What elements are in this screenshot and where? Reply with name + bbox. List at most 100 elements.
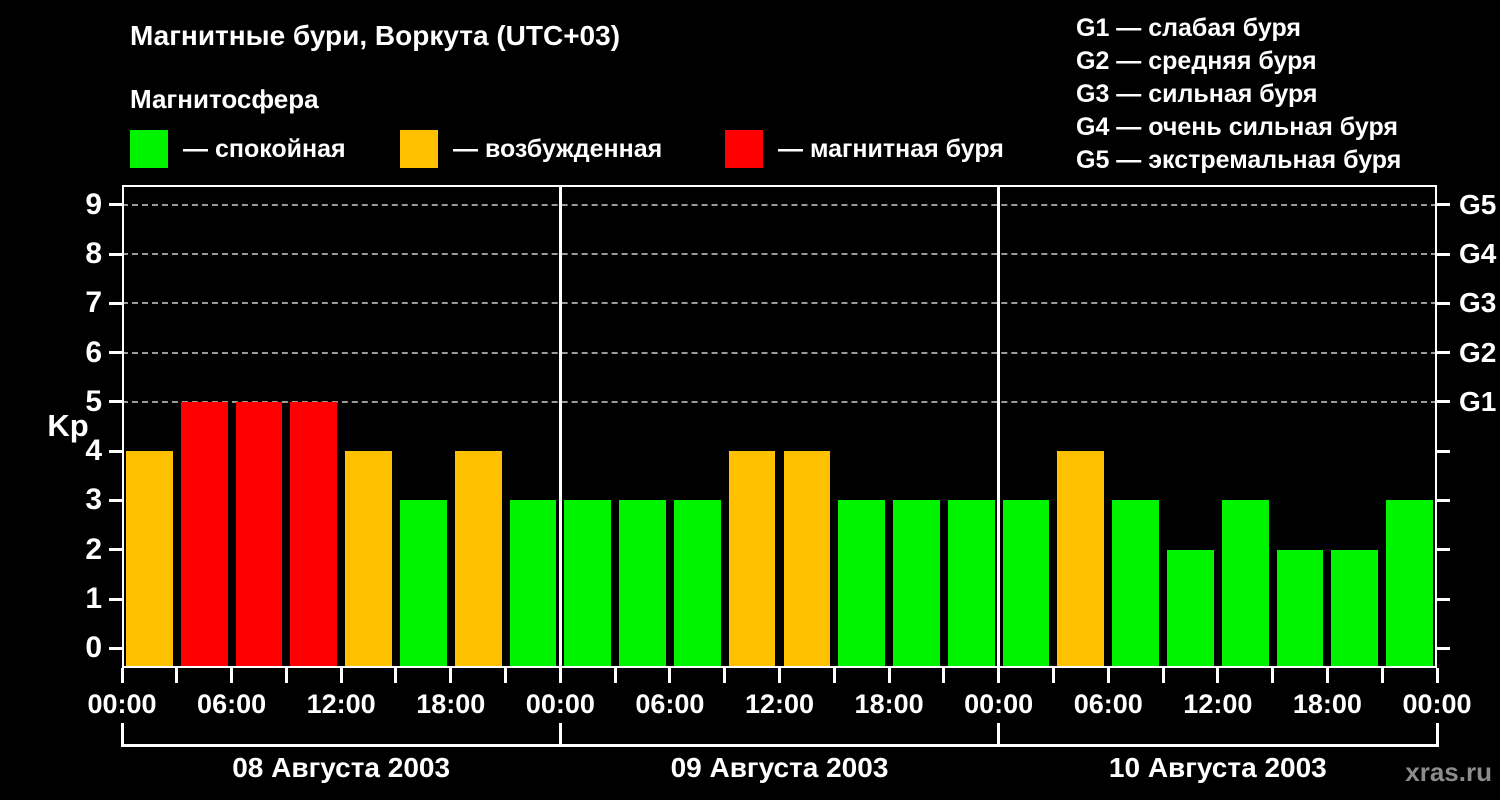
y-tick [109,301,122,305]
right-tick [1437,646,1450,650]
date-label: 09 Августа 2003 [670,752,889,783]
x-tick [394,668,398,683]
x-time-label: 12:00 [1183,689,1253,719]
y-tick-label: 2 [85,532,102,566]
legend-label-quiet: — спокойная [183,134,346,163]
right-tick [1437,252,1450,256]
right-tick [1437,548,1450,552]
day-separator [558,185,562,668]
kp-bar [1057,451,1105,668]
x-tick [230,668,234,683]
gridline-kp-8 [122,253,1437,255]
g-scale-legend-line: G1 — слабая буря [1076,14,1302,42]
kp-bar [345,451,392,668]
y-tick-label: 9 [85,187,102,221]
x-time-label: 00:00 [1402,689,1472,719]
quiet-color-swatch [130,130,168,168]
legend-label-storm: — магнитная буря [778,134,1004,163]
x-tick [723,668,727,683]
kp-bar [290,401,338,668]
x-tick [504,668,508,683]
g-level-label: G1 [1459,385,1497,417]
x-tick [887,668,891,683]
x-tick [613,668,617,683]
y-axis-title: Kp [47,408,89,443]
kp-bar [235,401,283,668]
right-tick [1437,301,1450,305]
y-tick-label: 5 [85,384,102,418]
y-tick [109,252,122,256]
x-tick [942,668,946,683]
x-tick [832,668,836,683]
x-time-label: 18:00 [854,689,924,719]
x-tick [175,668,179,683]
x-tick [1216,668,1220,683]
g-scale-legend-line: G2 — средняя буря [1076,47,1317,75]
kp-bar [947,500,995,668]
kp-bar [1276,549,1324,668]
kp-bar [1167,549,1214,668]
g-scale-legend: G1 — слабая буря G2 — средняя буря G3 — … [1076,12,1401,177]
g-level-label: G5 [1459,188,1497,220]
x-tick [284,668,288,683]
x-tick [120,668,124,683]
gridline-kp-7 [122,302,1437,305]
x-tick [1106,668,1110,683]
disturbed-color-swatch [400,130,438,168]
x-tick [1435,668,1439,683]
right-tick [1437,498,1450,502]
day-separator-layer [122,185,1437,668]
y-tick-label: 6 [85,335,102,369]
kp-bar [1112,500,1160,668]
magnetosphere-subtitle: Магнитосфера [130,84,319,114]
right-tick [1437,351,1450,355]
page-title: Магнитные бури, Воркута (UTC+03) [130,20,621,51]
date-label: 10 Августа 2003 [1108,752,1327,783]
y-tick [109,203,122,207]
y-tick-label: 0 [85,631,102,665]
date-bracket-tick [1435,723,1439,747]
y-tick-label: 1 [85,582,102,615]
g-scale-legend-line: G3 — сильная буря [1076,80,1318,108]
y-tick [109,548,122,552]
y-tick-label: 4 [85,434,102,468]
kp-bar [1002,500,1050,668]
x-tick [997,668,1001,683]
kp-bar [1331,549,1379,668]
y-tick [109,351,122,355]
x-tick [1271,668,1275,683]
y-tick [109,597,122,601]
x-time-label: 18:00 [416,689,486,719]
bar-layer [122,185,1437,668]
x-time-label: 12:00 [306,689,376,719]
watermark: xras.ru [1405,757,1492,787]
x-time-label: 12:00 [744,689,815,719]
legend-item-quiet: — спокойная [130,130,346,168]
g-level-label: G4 [1459,238,1497,269]
g-scale-legend-line: G5 — экстремальная буря [1076,146,1402,174]
x-tick [1051,668,1055,683]
x-time-label: 18:00 [1292,689,1362,719]
kp-bar [564,500,612,668]
kp-bar [126,451,173,668]
y-tick [109,498,122,502]
kp-bar [783,451,831,668]
legend-item-disturbed: — возбужденная [400,130,662,168]
gridline-kp-5 [122,400,1437,403]
x-tick [1161,668,1165,683]
x-tick [668,668,672,683]
kp-bar [728,451,776,668]
g-scale-legend-line: G4 — очень сильная буря [1076,113,1398,141]
date-bracket-line [122,744,1437,747]
kp-bar [673,500,721,668]
right-tick [1437,449,1450,453]
x-tick [339,668,343,683]
kp-bar [893,500,940,668]
x-tick [1380,668,1384,683]
right-tick [1437,597,1450,601]
x-tick [1325,668,1329,683]
y-tick-label: 3 [85,483,102,517]
storm-color-swatch [725,130,763,168]
kp-bar [509,500,557,668]
